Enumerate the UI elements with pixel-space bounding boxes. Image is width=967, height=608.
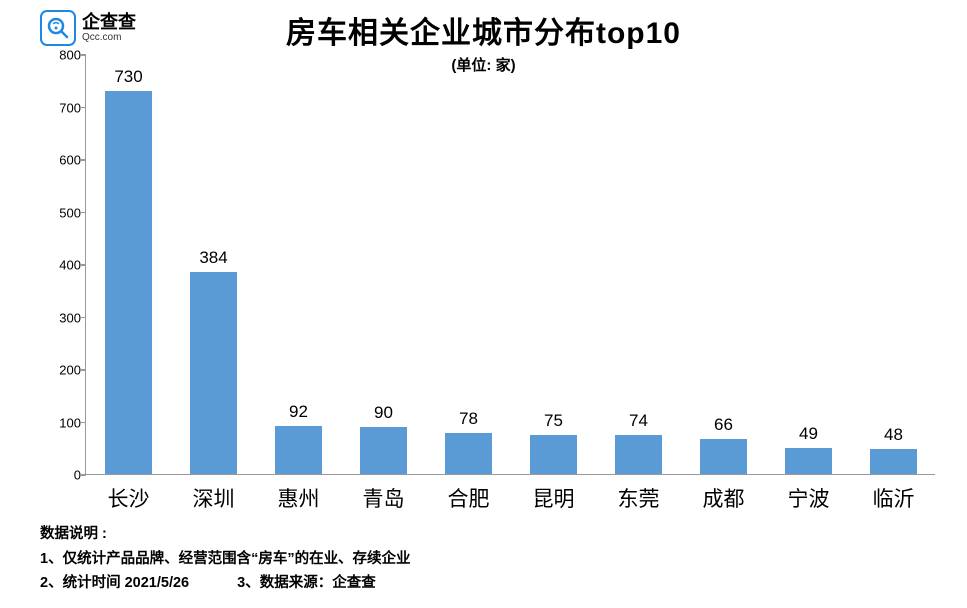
bar: 384 <box>190 272 237 474</box>
bar-value-label: 384 <box>190 248 237 268</box>
bar-value-label: 730 <box>105 67 152 87</box>
x-category-label: 合肥 <box>426 483 511 513</box>
footer-line2b: 3、数据来源：企查查 <box>237 575 376 591</box>
bar-value-label: 48 <box>870 425 917 445</box>
x-category-label: 宁波 <box>766 483 851 513</box>
x-category-label: 惠州 <box>256 483 341 513</box>
x-category-label: 深圳 <box>171 483 256 513</box>
logo-text: 企查查 Qcc.com <box>82 13 136 43</box>
y-tick-mark <box>81 264 86 266</box>
bar-value-label: 78 <box>445 409 492 429</box>
bar-value-label: 49 <box>785 424 832 444</box>
bar: 74 <box>615 435 662 474</box>
y-tick-mark <box>81 317 86 319</box>
logo-en: Qcc.com <box>82 33 136 43</box>
y-tick-label: 700 <box>51 100 81 115</box>
x-category-label: 长沙 <box>86 483 171 513</box>
brand-logo: 企查查 Qcc.com <box>40 10 136 46</box>
bar: 49 <box>785 448 832 474</box>
footer-notes: 数据说明 : 1、仅统计产品品牌、经营范围含“房车”的在业、存续企业 2、统计时… <box>40 522 411 596</box>
y-tick-mark <box>81 107 86 109</box>
x-category-label: 东莞 <box>596 483 681 513</box>
y-tick-label: 800 <box>51 48 81 63</box>
bar: 66 <box>700 439 747 474</box>
bar-value-label: 75 <box>530 411 577 431</box>
y-tick-mark <box>81 54 86 56</box>
y-tick-mark <box>81 212 86 214</box>
logo-cn: 企查查 <box>82 13 136 31</box>
y-tick-label: 0 <box>51 468 81 483</box>
bar-value-label: 90 <box>360 403 407 423</box>
footer-heading: 数据说明 : <box>40 522 411 547</box>
plot-region: 0100200300400500600700800730长沙384深圳92惠州9… <box>85 55 935 475</box>
y-tick-label: 400 <box>51 258 81 273</box>
chart-area: 0100200300400500600700800730长沙384深圳92惠州9… <box>50 55 940 510</box>
bar: 75 <box>530 435 577 474</box>
y-tick-label: 300 <box>51 310 81 325</box>
bar: 78 <box>445 433 492 474</box>
bar-value-label: 74 <box>615 411 662 431</box>
bar-value-label: 92 <box>275 402 322 422</box>
y-tick-label: 100 <box>51 415 81 430</box>
x-category-label: 昆明 <box>511 483 596 513</box>
footer-line2a: 2、统计时间 2021/5/26 <box>40 575 189 591</box>
y-tick-label: 600 <box>51 153 81 168</box>
bar: 730 <box>105 91 152 474</box>
y-tick-label: 500 <box>51 205 81 220</box>
bar: 92 <box>275 426 322 474</box>
x-category-label: 成都 <box>681 483 766 513</box>
y-tick-mark <box>81 369 86 371</box>
y-tick-mark <box>81 159 86 161</box>
bar: 90 <box>360 427 407 474</box>
y-tick-label: 200 <box>51 363 81 378</box>
y-tick-mark <box>81 422 86 424</box>
y-tick-mark <box>81 474 86 476</box>
x-category-label: 临沂 <box>851 483 936 513</box>
chart-title: 房车相关企业城市分布top10 <box>0 8 967 52</box>
footer-line2: 2、统计时间 2021/5/26 3、数据来源：企查查 <box>40 571 411 596</box>
footer-line1: 1、仅统计产品品牌、经营范围含“房车”的在业、存续企业 <box>40 547 411 572</box>
logo-icon <box>40 10 76 46</box>
bar-value-label: 66 <box>700 415 747 435</box>
bar: 48 <box>870 449 917 474</box>
x-category-label: 青岛 <box>341 483 426 513</box>
